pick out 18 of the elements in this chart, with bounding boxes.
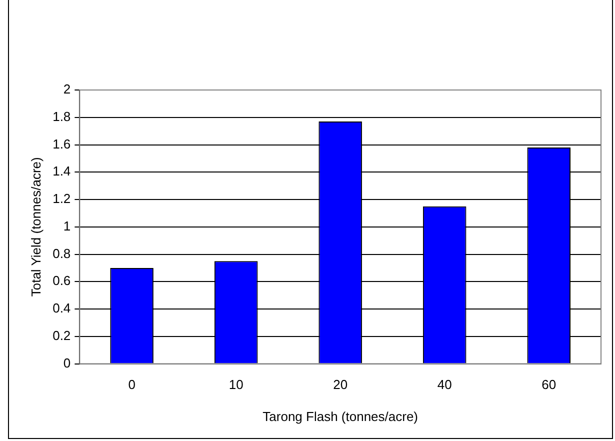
y-tick-label: 1.2 [52,191,71,206]
y-tick-label: 1 [63,218,71,234]
y-tick-label: 2 [63,82,71,97]
x-tick-label: 0 [128,377,136,392]
y-tick-label: 0.2 [52,328,71,343]
y-tick-label: 0 [63,355,71,370]
x-tick-label: 60 [542,377,556,392]
y-tick-label: 1.6 [52,136,71,152]
x-tick-label: 40 [437,377,452,392]
x-axis-title: Tarong Flash (tonnes/acre) [262,408,418,424]
y-axis-title: Total Yield (tonnes/acre) [28,157,44,297]
y-tick-label: 0.6 [52,273,71,288]
y-tick-label: 1.4 [52,164,71,179]
x-tick-label: 20 [333,377,348,392]
y-tick-label: 0.8 [52,246,71,261]
y-tick-label: 0.4 [52,300,71,316]
x-tick-label: 10 [228,377,244,392]
y-tick-label: 1.8 [52,108,71,124]
